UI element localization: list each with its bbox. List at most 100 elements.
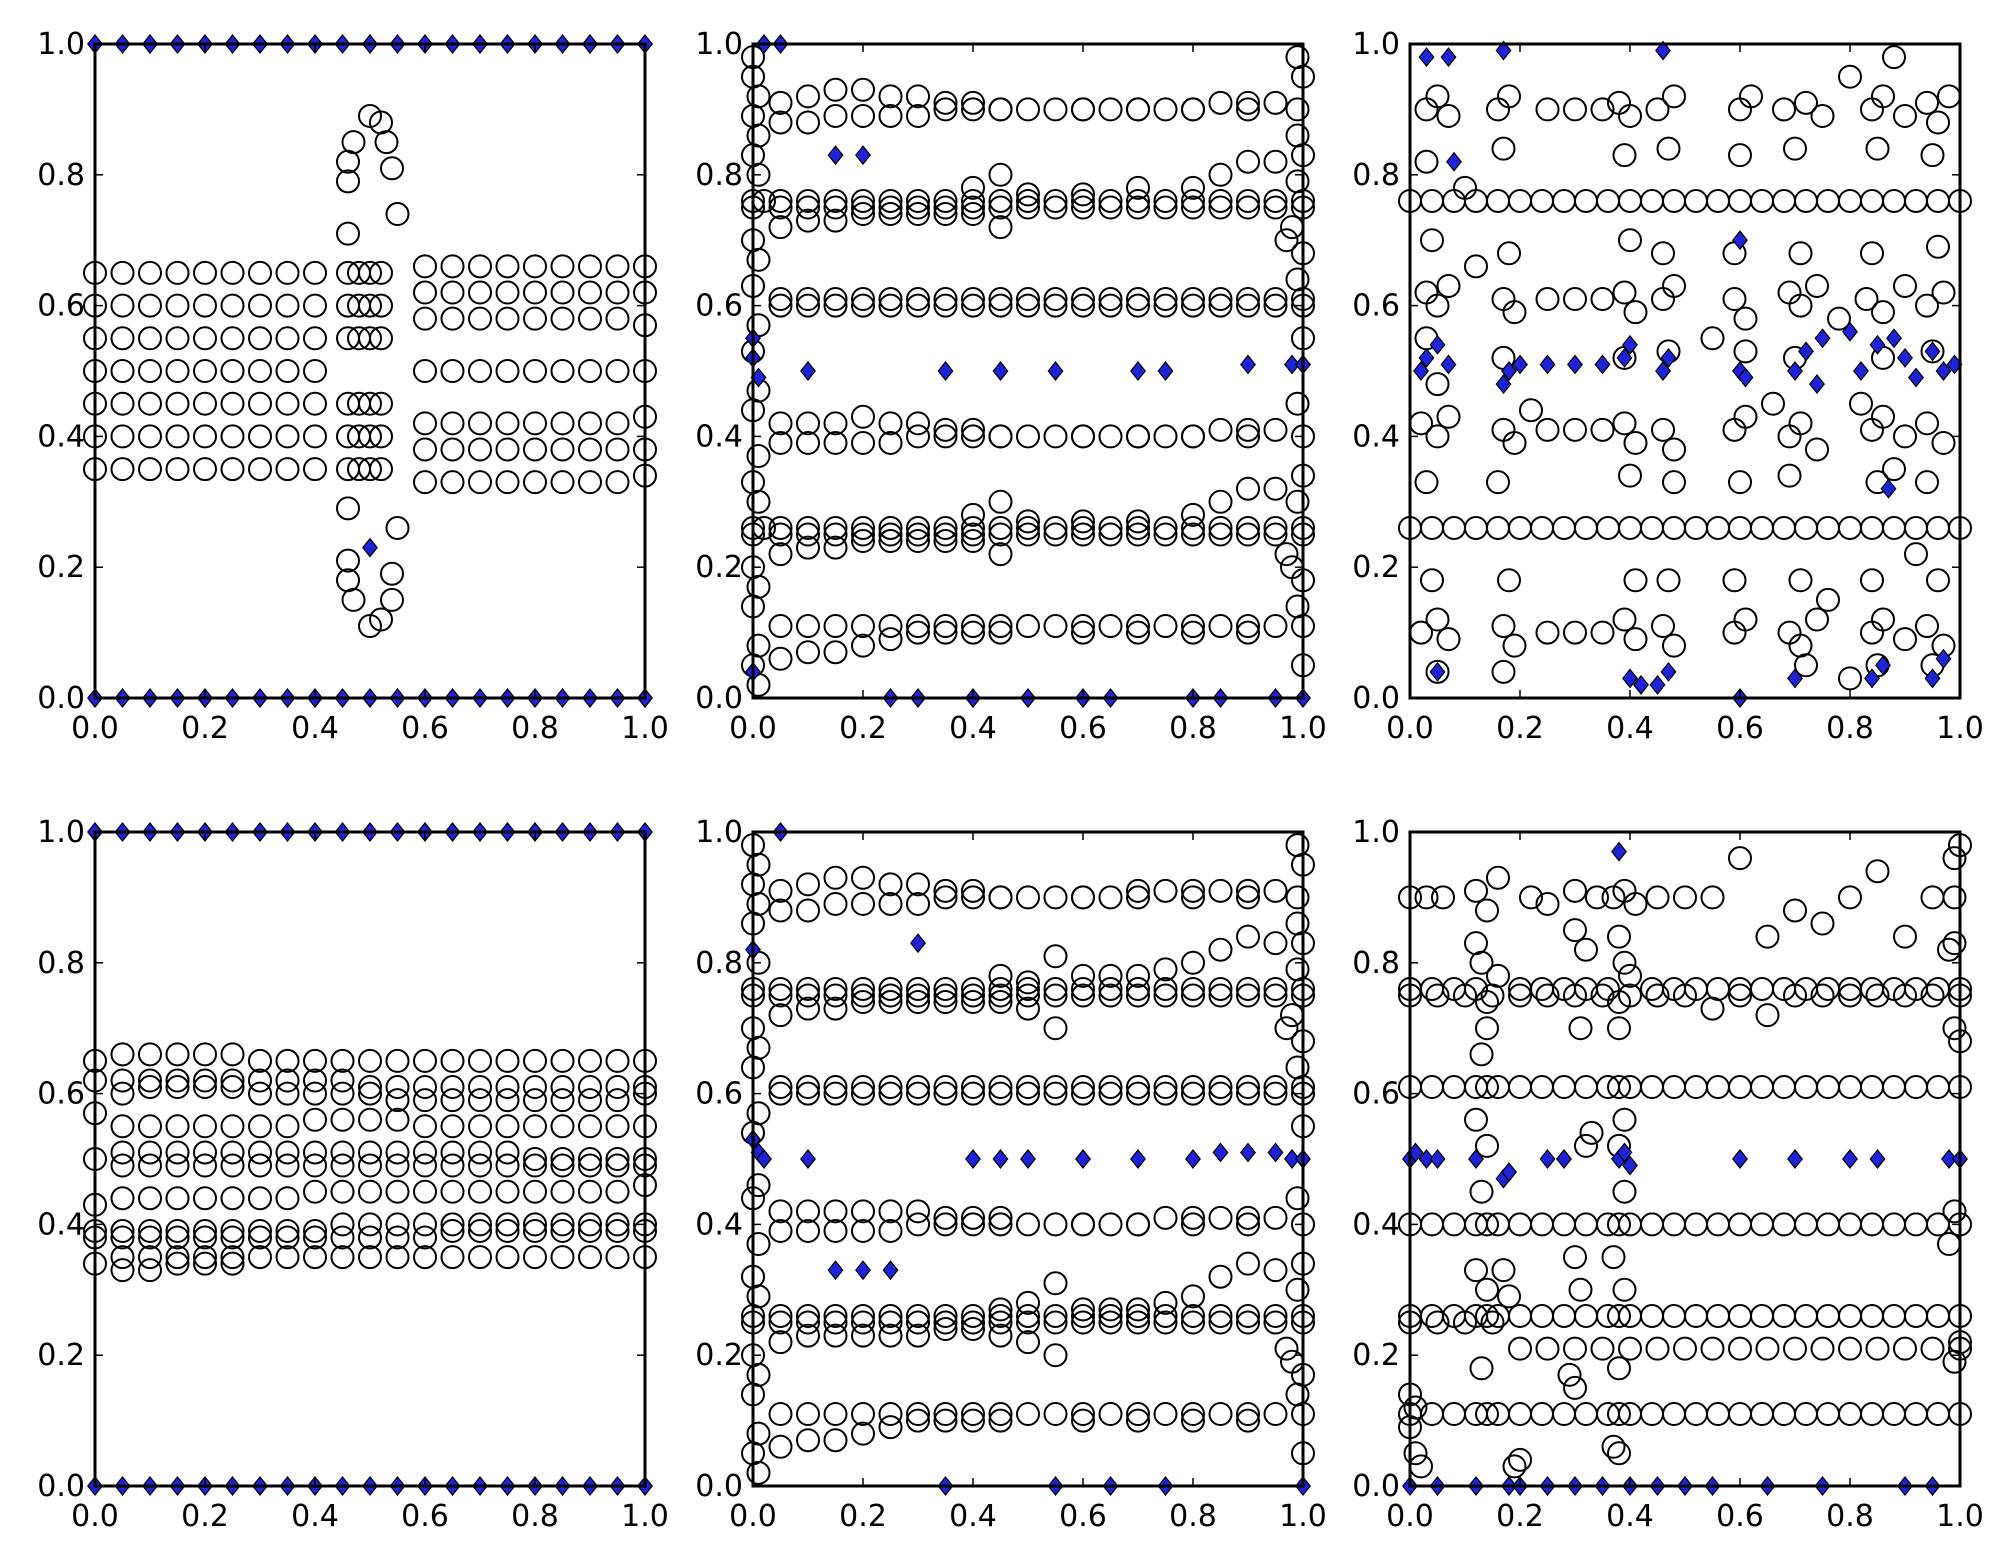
series-diamonds: [745, 822, 1311, 1496]
circle-marker: [878, 1303, 903, 1328]
series-diamonds: [1413, 40, 1963, 708]
circle-marker: [138, 260, 162, 285]
diamond-marker: [1611, 841, 1627, 862]
circle-marker: [988, 620, 1013, 645]
circle-marker: [851, 77, 875, 102]
circle-marker: [1486, 865, 1510, 890]
circle-marker: [1464, 1107, 1488, 1132]
circle-marker: [523, 1153, 547, 1178]
circle-marker: [1153, 1081, 1178, 1106]
series-circles: [83, 1042, 657, 1283]
circle-marker: [303, 359, 327, 383]
circle-marker: [1810, 1336, 1835, 1361]
circle-marker: [1181, 885, 1205, 910]
circle-marker: [1126, 1408, 1150, 1433]
circle-marker: [1475, 1075, 1499, 1100]
circle-marker: [1153, 1075, 1178, 1100]
circle-marker: [330, 1225, 355, 1250]
circle-marker: [796, 1323, 820, 1348]
circle-marker: [1464, 1258, 1488, 1283]
circle-marker: [605, 280, 630, 305]
diamond-marker: [1622, 1155, 1638, 1176]
circle-marker: [1563, 1245, 1587, 1270]
circle-marker: [1016, 885, 1040, 910]
circle-marker: [823, 515, 848, 540]
circle-marker: [933, 983, 958, 1008]
circle-marker: [988, 1402, 1013, 1427]
circle-marker: [988, 983, 1013, 1008]
y-tick-label: 0.6: [37, 1077, 85, 1112]
circle-marker: [1755, 924, 1780, 949]
circle-marker: [1098, 522, 1123, 547]
circle-marker: [193, 1140, 217, 1165]
circle-marker: [851, 430, 875, 455]
diamond-marker: [992, 361, 1009, 381]
circle-marker: [1071, 424, 1095, 449]
circle-marker: [1535, 620, 1560, 645]
circle-marker: [988, 990, 1013, 1015]
circle-marker: [369, 260, 393, 285]
circle-marker: [1043, 1343, 1068, 1368]
circle-marker: [1016, 188, 1040, 213]
circle-marker: [193, 1186, 217, 1211]
circle-marker: [796, 640, 820, 665]
circle-marker: [878, 103, 903, 128]
y-tick-label: 0.8: [37, 946, 85, 981]
circle-marker: [358, 260, 382, 285]
circle-marker: [906, 188, 930, 213]
circle-marker: [165, 1068, 190, 1093]
circle-marker: [1236, 1205, 1260, 1230]
circle-marker: [878, 1415, 903, 1440]
x-tick-label: 0.6: [401, 1499, 449, 1534]
circle-marker: [1893, 273, 1917, 298]
circle-marker: [1849, 391, 1873, 416]
circle-marker: [961, 90, 985, 115]
x-tick-label: 0.8: [1169, 711, 1217, 746]
circle-marker: [1838, 1336, 1862, 1361]
circle-marker: [1071, 983, 1095, 1008]
circle-marker: [1612, 411, 1637, 436]
circle-marker: [1181, 1303, 1205, 1328]
x-tick-label: 1.0: [621, 1499, 669, 1534]
circle-marker: [961, 188, 985, 213]
y-tick-label: 0.8: [1352, 158, 1400, 193]
circle-marker: [578, 470, 602, 495]
y-tick-label: 1.0: [695, 27, 743, 62]
circle-marker: [1700, 885, 1725, 910]
circle-marker: [578, 411, 602, 436]
circle-marker: [1126, 97, 1150, 122]
circle-marker: [413, 359, 437, 383]
circle-marker: [906, 990, 930, 1015]
circle-marker: [1153, 1205, 1178, 1230]
circle-marker: [1480, 1310, 1505, 1335]
circle-marker: [110, 326, 135, 351]
circle-marker: [906, 614, 930, 639]
circle-marker: [906, 529, 930, 554]
diamond-marker: [1240, 1142, 1256, 1163]
circle-marker: [906, 84, 930, 109]
circle-marker: [1071, 293, 1095, 318]
circle-marker: [1126, 1212, 1150, 1237]
circle-marker: [1453, 983, 1477, 1008]
circle-marker: [988, 1303, 1013, 1328]
circle-marker: [823, 522, 848, 547]
circle-marker: [1865, 136, 1890, 161]
circle-marker: [440, 437, 465, 462]
circle-marker: [1651, 241, 1675, 266]
circle-marker: [1071, 1408, 1095, 1433]
y-tick-label: 0.2: [1352, 550, 1400, 585]
circle-marker: [578, 1153, 602, 1178]
circle-marker: [1285, 1055, 1310, 1080]
circle-marker: [906, 1081, 930, 1106]
x-tick-label: 0.8: [511, 711, 559, 746]
circle-marker: [823, 411, 848, 436]
circle-marker: [823, 535, 848, 560]
circle-marker: [1285, 267, 1310, 292]
circle-marker: [468, 411, 492, 436]
circle-marker: [933, 1310, 958, 1335]
circle-marker: [358, 1179, 382, 1204]
circle-marker: [796, 1428, 820, 1453]
circle-marker: [796, 522, 820, 547]
circle-marker: [1651, 417, 1675, 442]
circle-marker: [1728, 983, 1752, 1008]
